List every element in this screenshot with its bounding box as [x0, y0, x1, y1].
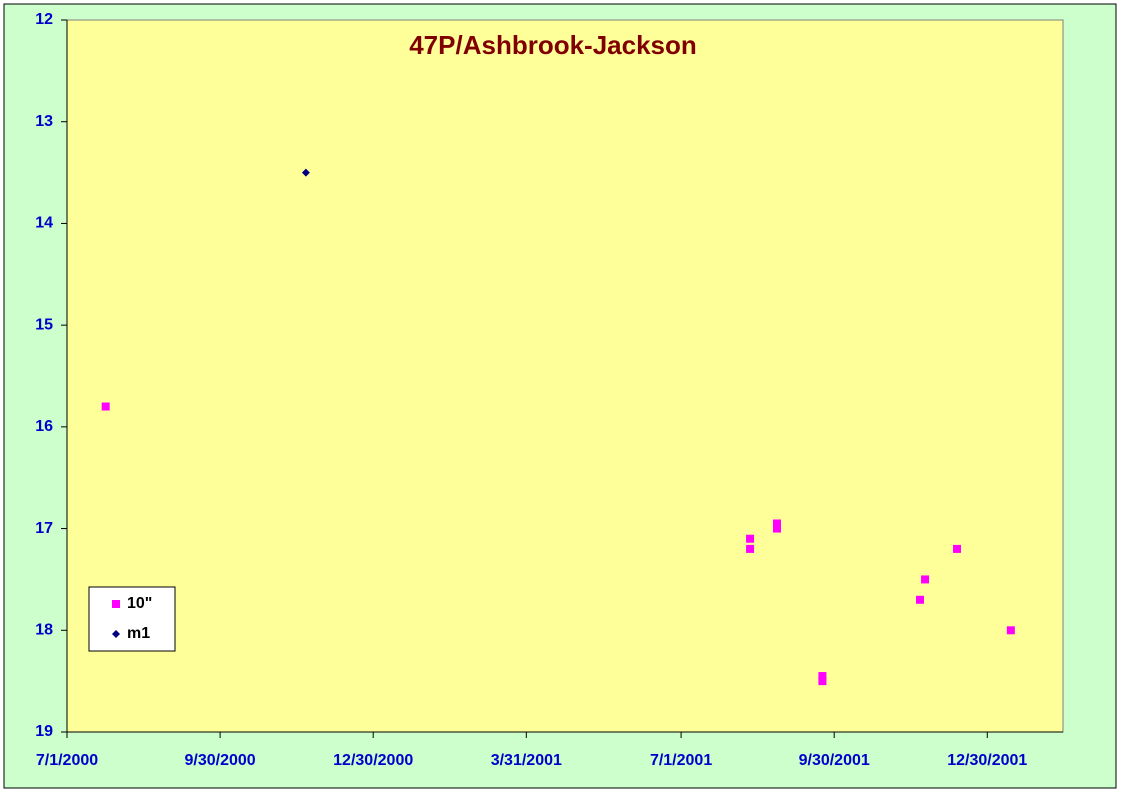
x-tick-label: 12/30/2000	[333, 752, 413, 769]
plot-area	[66, 19, 1064, 733]
legend-label: m1	[127, 625, 150, 642]
chart-title: 47P/Ashbrook-Jackson	[409, 30, 697, 60]
point	[818, 672, 827, 681]
point	[818, 677, 827, 686]
x-tick-label: 9/30/2000	[185, 752, 256, 769]
point	[772, 524, 781, 533]
x-tick-label: 9/30/2001	[799, 752, 870, 769]
point	[746, 544, 755, 553]
y-tick-label: 15	[35, 316, 53, 333]
y-tick-label: 13	[35, 113, 53, 130]
y-tick-label: 14	[35, 215, 53, 232]
legend-marker	[112, 630, 120, 638]
point	[921, 575, 930, 584]
y-tick-label: 18	[35, 622, 53, 639]
point	[953, 544, 962, 553]
point	[301, 168, 310, 177]
point	[1006, 626, 1015, 635]
y-tick-label: 16	[35, 418, 53, 435]
legend-box	[88, 586, 176, 652]
x-tick-label: 7/1/2000	[36, 752, 98, 769]
legend: 10" m1	[88, 586, 176, 652]
point	[101, 402, 110, 411]
y-tick-label: 17	[35, 520, 53, 537]
x-tick-label: 7/1/2001	[650, 752, 712, 769]
x-tick-label: 3/31/2001	[491, 752, 562, 769]
point	[915, 595, 924, 604]
legend-label: 10"	[127, 595, 152, 612]
y-tick-label: 12	[35, 11, 53, 28]
x-tick-label: 12/30/2001	[947, 752, 1027, 769]
y-tick-label: 19	[35, 723, 53, 740]
legend-marker	[112, 600, 120, 608]
point	[746, 534, 755, 543]
point	[772, 519, 781, 528]
